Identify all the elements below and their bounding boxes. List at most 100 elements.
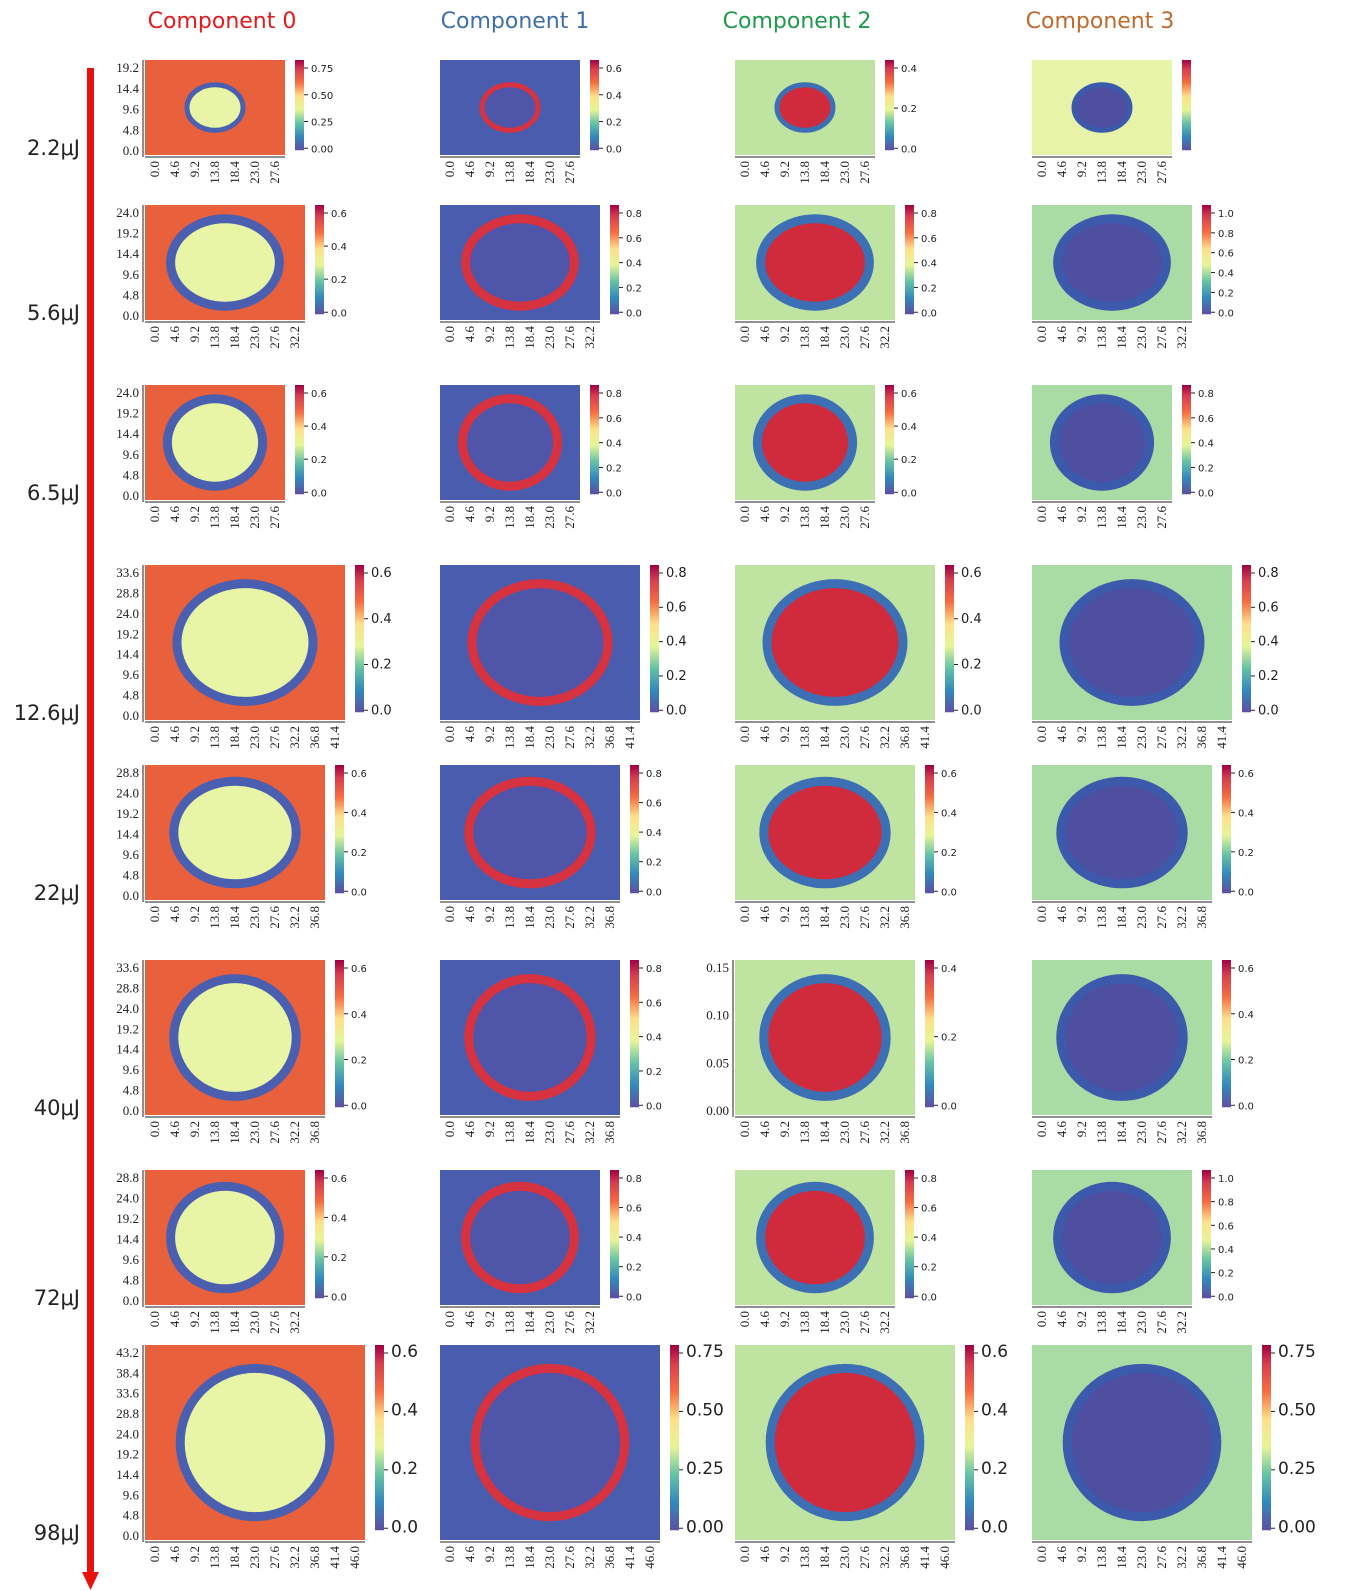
y-tick-label: 0.00 <box>706 1103 729 1118</box>
heatmap-ring <box>175 1363 335 1522</box>
x-tick-label: 36.8 <box>602 726 617 749</box>
x-tick-label: 32.2 <box>877 326 892 349</box>
x-tick-label: 27.6 <box>1154 506 1169 529</box>
colorbar-tick-label: 0.4 <box>391 1400 418 1420</box>
colorbar-tick-label: 0.2 <box>1238 848 1254 859</box>
colorbar <box>315 1170 324 1299</box>
colorbar-tick-label: 0.2 <box>311 455 327 466</box>
x-tick-label: 23.0 <box>542 1546 557 1569</box>
x-tick-label: 36.8 <box>307 906 322 929</box>
x-tick-label: 9.2 <box>482 1546 497 1562</box>
x-tick-label: 0.0 <box>1034 161 1049 177</box>
x-tick-label: 41.4 <box>917 726 932 749</box>
colorbar-tick-label: 0.50 <box>1278 1400 1316 1420</box>
colorbar-tick-label: 0.2 <box>606 463 622 474</box>
y-tick-label: 0.0 <box>123 308 139 323</box>
x-tick-label: 41.4 <box>327 1546 342 1569</box>
x-tick-label: 13.8 <box>1094 906 1109 929</box>
colorbar-tick-label: 0.0 <box>391 1517 418 1537</box>
x-tick-label: 4.6 <box>167 1546 182 1563</box>
x-tick-label: 27.6 <box>562 906 577 929</box>
y-tick-label: 19.2 <box>116 226 139 241</box>
energy-label: 22μJ <box>34 881 80 905</box>
panel: 33.6 28.8 24.0 19.2 14.4 9.6 4.8 0.0 0.0 4.6 9.2 13… <box>116 960 367 1144</box>
colorbar <box>355 565 364 713</box>
x-tick-label: 13.8 <box>207 161 222 184</box>
x-tick-label: 32.2 <box>287 1121 302 1144</box>
x-tick-label: 13.8 <box>797 906 812 929</box>
x-tick-label: 23.0 <box>837 1311 852 1334</box>
colorbar-tick-label: 0.0 <box>606 144 622 155</box>
x-tick-label: 9.2 <box>187 161 202 177</box>
colorbar-tick-label: 0.2 <box>1238 1056 1254 1067</box>
x-tick-label: 13.8 <box>797 1311 812 1334</box>
x-tick-label: 32.2 <box>287 726 302 749</box>
heatmap-ring <box>479 82 541 133</box>
x-tick-label: 32.2 <box>1174 326 1189 349</box>
x-tick-label: 0.0 <box>442 506 457 522</box>
colorbar-tick-label: 0.6 <box>1238 964 1254 975</box>
x-tick-label: 13.8 <box>502 726 517 749</box>
x-tick-label: 0.0 <box>147 1546 162 1562</box>
x-tick-label: 32.2 <box>582 906 597 929</box>
x-tick-label: 23.0 <box>1134 726 1149 749</box>
x-tick-label: 18.4 <box>227 1546 242 1569</box>
x-tick-label: 36.8 <box>602 1546 617 1569</box>
x-tick-label: 13.8 <box>797 1546 812 1569</box>
x-tick-label: 27.6 <box>1154 1121 1169 1144</box>
x-tick-label: 36.8 <box>602 1121 617 1144</box>
colorbar-tick-label: 0.2 <box>1258 669 1279 684</box>
x-tick-label: 13.8 <box>1094 161 1109 184</box>
colorbar-tick-label: 0.8 <box>646 769 662 780</box>
y-tick-label: 19.2 <box>116 1021 139 1036</box>
x-tick-label: 18.4 <box>227 906 242 929</box>
x-tick-label: 23.0 <box>247 506 262 529</box>
heatmap-ring <box>759 776 891 889</box>
x-tick-label: 32.2 <box>582 1311 597 1334</box>
x-tick-label: 4.6 <box>757 726 772 743</box>
colorbar-tick-label: 0.6 <box>391 1342 418 1362</box>
y-tick-label: 33.6 <box>116 1386 139 1401</box>
heatmap-ring <box>1062 1363 1222 1522</box>
colorbar <box>1202 1170 1211 1299</box>
y-tick-label: 19.2 <box>116 1447 139 1462</box>
x-tick-label: 18.4 <box>522 1311 537 1334</box>
colorbar-tick-label: 0.0 <box>311 488 327 499</box>
colorbar <box>925 960 934 1108</box>
y-tick-label: 19.2 <box>116 1211 139 1226</box>
x-tick-label: 4.6 <box>1054 1546 1069 1563</box>
colorbar-tick-label: 0.4 <box>606 439 622 450</box>
colorbar-tick-label: 0.6 <box>1198 414 1214 425</box>
colorbar-tick-label: 1.0 <box>1218 209 1234 220</box>
colorbar-tick-label: 0.2 <box>646 858 662 869</box>
x-tick-label: 9.2 <box>187 1311 202 1327</box>
energy-label: 72μJ <box>34 1286 80 1310</box>
x-tick-label: 23.0 <box>837 506 852 529</box>
x-tick-label: 13.8 <box>1094 1311 1109 1334</box>
colorbar-tick-label: 0.0 <box>961 703 982 718</box>
x-tick-label: 27.6 <box>857 1121 872 1144</box>
panel: 0.0 4.6 9.2 13.8 18.4 23.0 27.6 32.2 36.8 0.6 0.4 0… <box>735 765 957 929</box>
colorbar-tick-label: 0.8 <box>606 389 622 400</box>
panel: 0.0 4.6 9.2 13.8 18.4 23.0 27.6 32.2 36.8 41.4 46.… <box>440 1342 724 1569</box>
x-tick-label: 18.4 <box>817 726 832 749</box>
heatmap-ring <box>464 776 596 889</box>
panel: 43.2 38.4 33.6 28.8 24.0 19.2 14.4 9.6 4.8 0.0 0.0… <box>116 1342 418 1569</box>
x-tick-label: 32.2 <box>1174 1546 1189 1569</box>
y-tick-label: 4.8 <box>123 467 139 482</box>
x-tick-label: 4.6 <box>462 726 477 743</box>
x-tick-label: 41.4 <box>622 1546 637 1569</box>
x-tick-label: 23.0 <box>247 906 262 929</box>
colorbar-tick-label: 0.2 <box>941 1033 957 1044</box>
column-title: Component 3 <box>1026 9 1175 34</box>
heatmap-ring <box>166 214 284 311</box>
x-tick-label: 36.8 <box>1194 1121 1209 1144</box>
x-tick-label: 4.6 <box>167 1311 182 1328</box>
colorbar-tick-label: 0.6 <box>961 566 982 581</box>
x-tick-label: 18.4 <box>522 506 537 529</box>
x-tick-label: 4.6 <box>757 1121 772 1138</box>
x-tick-label: 18.4 <box>1114 1546 1129 1569</box>
x-tick-label: 0.0 <box>1034 326 1049 342</box>
x-tick-label: 4.6 <box>167 726 182 743</box>
colorbar-tick-label: 0.2 <box>901 455 917 466</box>
